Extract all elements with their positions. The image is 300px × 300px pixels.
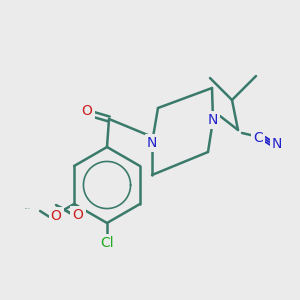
Text: N: N xyxy=(272,137,282,151)
Text: N: N xyxy=(208,113,218,127)
Text: O: O xyxy=(82,104,92,118)
Text: methyl: methyl xyxy=(48,204,53,205)
Text: O: O xyxy=(73,208,83,222)
Text: O: O xyxy=(51,209,62,223)
Text: Cl: Cl xyxy=(100,236,114,250)
Text: N: N xyxy=(147,136,157,150)
Text: methoxy: methoxy xyxy=(28,206,34,207)
Text: methoxy: methoxy xyxy=(25,207,31,208)
Text: C: C xyxy=(253,131,263,145)
